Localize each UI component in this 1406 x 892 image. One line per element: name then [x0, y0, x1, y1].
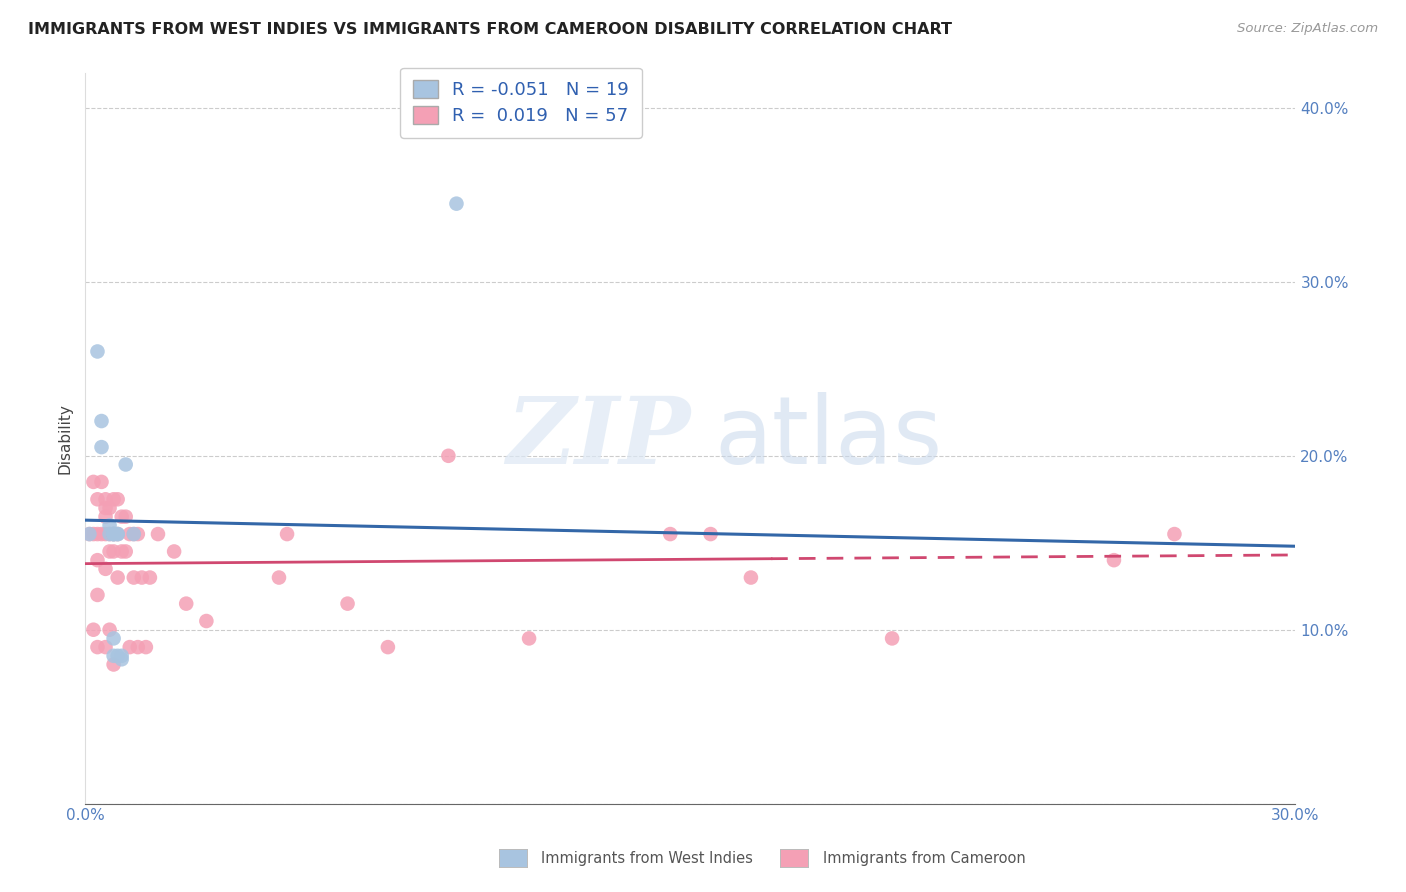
Point: [103, 527, 125, 541]
Text: ZIP: ZIP: [506, 393, 690, 483]
Point: [103, 527, 125, 541]
Point: [111, 509, 134, 524]
Point: [740, 570, 762, 584]
Point: [107, 527, 129, 541]
Point: [103, 648, 125, 663]
Point: [336, 597, 359, 611]
Point: [118, 640, 141, 654]
Point: [517, 632, 540, 646]
Text: Source: ZipAtlas.com: Source: ZipAtlas.com: [1237, 22, 1378, 36]
Point: [114, 509, 136, 524]
Point: [90, 414, 112, 428]
Point: [139, 570, 162, 584]
Point: [94, 492, 117, 507]
Point: [1102, 553, 1125, 567]
Point: [127, 527, 149, 541]
Point: [146, 527, 169, 541]
Point: [98, 527, 121, 541]
Point: [86, 527, 108, 541]
Point: [107, 570, 129, 584]
Point: [82, 527, 104, 541]
Point: [114, 458, 136, 472]
Point: [86, 492, 108, 507]
Point: [114, 544, 136, 558]
Point: [122, 527, 145, 541]
Point: [90, 475, 112, 489]
Point: [103, 544, 125, 558]
Point: [79, 527, 101, 541]
Point: [94, 509, 117, 524]
Text: IMMIGRANTS FROM WEST INDIES VS IMMIGRANTS FROM CAMEROON DISABILITY CORRELATION C: IMMIGRANTS FROM WEST INDIES VS IMMIGRANT…: [28, 22, 952, 37]
Y-axis label: Disability: Disability: [58, 403, 72, 474]
Point: [107, 648, 129, 663]
Text: atlas: atlas: [714, 392, 943, 484]
Point: [111, 544, 134, 558]
Point: [163, 544, 186, 558]
Point: [98, 500, 121, 515]
Point: [107, 527, 129, 541]
Point: [880, 632, 903, 646]
Point: [118, 527, 141, 541]
Point: [1163, 527, 1185, 541]
Point: [699, 527, 721, 541]
Point: [86, 640, 108, 654]
Point: [94, 500, 117, 515]
Point: [135, 640, 157, 654]
Point: [98, 527, 121, 541]
Point: [111, 652, 134, 666]
Point: [437, 449, 460, 463]
Point: [107, 492, 129, 507]
Point: [131, 570, 153, 584]
Point: [98, 518, 121, 533]
Point: [82, 623, 104, 637]
Point: [94, 527, 117, 541]
Point: [103, 527, 125, 541]
Point: [122, 570, 145, 584]
Point: [103, 492, 125, 507]
Point: [174, 597, 197, 611]
Point: [103, 657, 125, 672]
Point: [122, 527, 145, 541]
Point: [79, 527, 101, 541]
Point: [446, 196, 468, 211]
Point: [111, 648, 134, 663]
Point: [86, 344, 108, 359]
Text: Immigrants from Cameroon: Immigrants from Cameroon: [823, 851, 1025, 865]
Point: [94, 562, 117, 576]
Point: [94, 640, 117, 654]
Point: [86, 553, 108, 567]
Point: [659, 527, 682, 541]
Point: [267, 570, 290, 584]
Legend: R = -0.051   N = 19, R =  0.019   N = 57: R = -0.051 N = 19, R = 0.019 N = 57: [401, 68, 643, 137]
Point: [107, 527, 129, 541]
Point: [127, 640, 149, 654]
Point: [82, 475, 104, 489]
Point: [276, 527, 298, 541]
Point: [195, 614, 218, 628]
Point: [86, 588, 108, 602]
Point: [98, 544, 121, 558]
Point: [377, 640, 399, 654]
Point: [103, 632, 125, 646]
Point: [98, 623, 121, 637]
Point: [103, 527, 125, 541]
Point: [90, 527, 112, 541]
Text: Immigrants from West Indies: Immigrants from West Indies: [541, 851, 754, 865]
Point: [90, 440, 112, 454]
